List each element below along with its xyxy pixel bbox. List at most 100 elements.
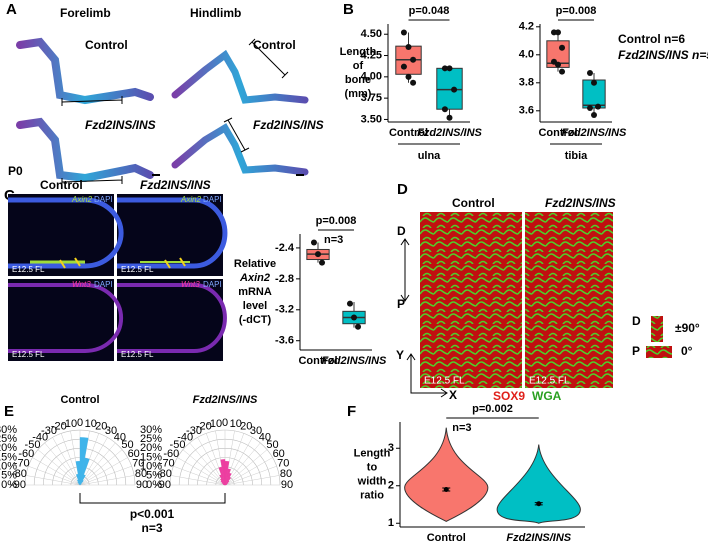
theta-tick-label: -40 bbox=[177, 431, 193, 443]
microscopy-image bbox=[420, 212, 522, 388]
legend-entry: Control n=6 bbox=[618, 32, 685, 46]
data-point bbox=[310, 239, 317, 246]
y-tick-label: -2.8 bbox=[275, 273, 294, 285]
stain-label: Wnt3 bbox=[72, 280, 91, 289]
grid-spoke bbox=[79, 442, 116, 486]
cell-icon bbox=[646, 346, 672, 358]
x-tick-label: Control bbox=[389, 127, 428, 139]
r-tick-label: 10% bbox=[140, 461, 162, 473]
r-tick-label: 15% bbox=[0, 451, 17, 463]
data-point bbox=[446, 65, 453, 72]
data-point bbox=[319, 259, 326, 266]
r-tick-label: 15% bbox=[140, 451, 162, 463]
y-axis-label: bone bbox=[345, 74, 371, 86]
theta-tick-label: 90 bbox=[136, 479, 148, 491]
grid-spoke bbox=[224, 457, 273, 486]
data-point bbox=[441, 106, 448, 113]
theta-tick-label: -10 bbox=[61, 418, 77, 430]
panel-label: B bbox=[343, 1, 354, 18]
axis-label: X bbox=[449, 388, 457, 402]
y-tick-label: 3.50 bbox=[361, 113, 382, 125]
y-axis-label: Axin2 bbox=[239, 272, 270, 284]
grid-spoke bbox=[79, 449, 123, 486]
y-axis-label: Length bbox=[340, 46, 377, 58]
theta-tick-label: -90 bbox=[10, 479, 26, 491]
theta-tick-label: 60 bbox=[273, 448, 285, 460]
panel-label: E bbox=[4, 403, 14, 420]
grid-spoke bbox=[79, 457, 128, 486]
data-point bbox=[351, 314, 357, 321]
theta-tick-label: 90 bbox=[281, 479, 293, 491]
theta-tick-label: 30 bbox=[250, 425, 262, 437]
r-tick-label: 25% bbox=[0, 433, 17, 445]
theta-tick-label: 40 bbox=[259, 431, 271, 443]
theta-tick-label: -60 bbox=[163, 448, 179, 460]
microscopy-image bbox=[8, 194, 228, 361]
r-tick-label: 10% bbox=[0, 461, 17, 473]
column-title: Hindlimb bbox=[190, 6, 241, 20]
y-tick-label: 2 bbox=[388, 480, 394, 492]
stage-label: E12.5 FL bbox=[12, 265, 45, 274]
theta-tick-label: 80 bbox=[135, 468, 147, 480]
mean-point bbox=[536, 501, 542, 507]
axis-arrows bbox=[400, 238, 448, 398]
stain-label: Wnt3 bbox=[181, 280, 200, 289]
rose-wedge bbox=[79, 483, 82, 486]
theta-tick-label: -30 bbox=[41, 425, 57, 437]
sample-size: n=3 bbox=[452, 422, 471, 434]
r-tick-label: 30% bbox=[140, 424, 162, 436]
genotype-label: Control bbox=[85, 38, 128, 52]
theta-tick-label: 50 bbox=[266, 439, 278, 451]
stain-label: WGA bbox=[532, 389, 562, 403]
theta-tick-label: -20 bbox=[51, 421, 67, 433]
y-tick-label: 1 bbox=[388, 517, 394, 529]
rose-wedge bbox=[224, 484, 227, 486]
p-value: p<0.001 bbox=[130, 507, 175, 521]
panel-c: C Control Fzd2INS/INS Axin2 DAPI Axin2 D… bbox=[4, 178, 228, 361]
scale-marks bbox=[61, 38, 304, 186]
y-axis-label: level bbox=[243, 300, 267, 312]
x-tick-label: Fzd2INS/INS bbox=[417, 127, 482, 139]
r-tick-label: 25% bbox=[140, 433, 162, 445]
y-tick-label: 4.25 bbox=[361, 49, 382, 61]
theta-tick-label: -20 bbox=[196, 421, 212, 433]
column-title: Control bbox=[452, 196, 495, 210]
grid-spoke bbox=[52, 437, 81, 486]
chart-title: Fzd2INS/INS bbox=[193, 394, 258, 406]
theta-tick-label: -90 bbox=[155, 479, 171, 491]
panel-a: A Forelimb Hindlimb Control Control Fzd2… bbox=[6, 1, 324, 186]
data-point bbox=[559, 44, 566, 51]
y-tick-label: 3.6 bbox=[519, 105, 534, 117]
x-axis-label: ulna bbox=[418, 150, 441, 162]
grid-spoke bbox=[189, 442, 226, 486]
stage-label: E12.5 FL bbox=[121, 350, 154, 359]
r-tick-label: 20% bbox=[0, 442, 17, 454]
stain-label: DAPI bbox=[94, 280, 113, 289]
angle-label: ±90° bbox=[675, 321, 700, 335]
r-tick-label: 20% bbox=[140, 442, 162, 454]
theta-tick-label: 20 bbox=[95, 421, 107, 433]
mean-point bbox=[443, 487, 449, 492]
grid-spoke bbox=[25, 475, 81, 486]
theta-tick-label: 20 bbox=[240, 421, 252, 433]
genotype-label: Fzd2INS/INS bbox=[85, 118, 156, 132]
panel-d: D Control Fzd2INS/INS E12.5 FL E12.5 FL … bbox=[396, 181, 700, 403]
panel-label: F bbox=[347, 403, 356, 420]
data-point bbox=[555, 61, 561, 68]
grid-spoke bbox=[224, 475, 280, 486]
theta-tick-label: -40 bbox=[32, 431, 48, 443]
theta-tick-label: -50 bbox=[170, 439, 186, 451]
grid-spoke bbox=[170, 475, 226, 486]
theta-tick-label: -60 bbox=[18, 448, 34, 460]
y-tick-label: 3 bbox=[388, 442, 394, 454]
grid-spoke bbox=[182, 449, 226, 486]
y-tick-label: 4.50 bbox=[361, 28, 382, 40]
data-point bbox=[559, 68, 566, 75]
data-point bbox=[446, 114, 453, 121]
theta-tick-label: -70 bbox=[159, 458, 175, 470]
stage-label: E12.5 FL bbox=[121, 265, 154, 274]
y-axis-label: (mm) bbox=[345, 88, 372, 100]
y-axis-label: Relative bbox=[234, 258, 276, 270]
y-axis-label: ratio bbox=[360, 489, 384, 501]
